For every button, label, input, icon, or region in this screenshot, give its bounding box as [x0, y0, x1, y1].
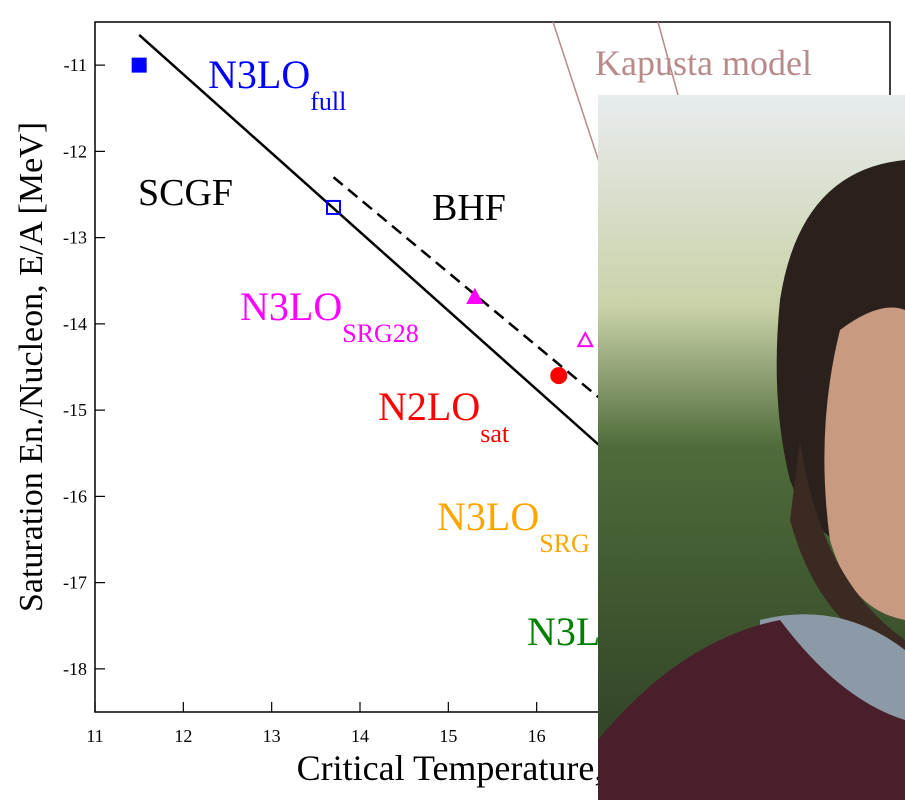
annotation: BHF: [432, 187, 506, 229]
annotation: N3LOSRG28: [240, 284, 419, 348]
x-tick-label: 16: [528, 726, 546, 746]
point: [576, 331, 594, 348]
annotation: N3LOfull: [208, 52, 346, 116]
y-axis-label: Saturation En./Nucleon, E/A [MeV]: [13, 122, 50, 612]
x-tick-label: 15: [439, 726, 457, 746]
photo-beard: [790, 440, 905, 660]
fit-line: [332, 176, 600, 399]
x-tick-label: 11: [86, 726, 103, 746]
y-tick-label: -15: [63, 400, 87, 420]
annotation: N3L: [527, 609, 600, 654]
kapusta-line: [657, 21, 679, 96]
y-tick-label: -18: [63, 659, 87, 679]
photo-sweater: [598, 620, 905, 800]
annotation-text: N3LO: [240, 284, 342, 329]
point: [466, 287, 484, 304]
point: [131, 57, 147, 73]
annotation: SCGF: [138, 172, 233, 214]
annotation: N3LOSRG: [437, 494, 590, 558]
annotation-text: SCGF: [138, 172, 233, 214]
y-tick-label: -13: [63, 228, 87, 248]
annotation-subscript: SRG: [539, 529, 590, 558]
annotation-subscript: full: [310, 87, 346, 116]
point: [326, 199, 341, 215]
y-tick-label: -14: [63, 314, 87, 334]
x-axis-label: Critical Temperature,: [297, 748, 604, 788]
y-tick-label: -11: [64, 55, 87, 75]
annotation: N2LOsat: [378, 384, 510, 448]
x-tick-label: 13: [263, 726, 281, 746]
annotation-text: Kapusta model: [595, 43, 812, 83]
annotation-subscript: SRG28: [342, 319, 419, 348]
annotation-text: N3LO: [437, 494, 539, 539]
fit-line: [138, 34, 600, 446]
y-tick-label: -16: [63, 486, 87, 506]
annotation-text: N2LO: [378, 384, 480, 429]
plot-layer: 11 12 13 14 15 16 -11 -12 -13 -14 -15 -16 -17 -18 N3LO…: [63, 34, 812, 746]
photo-face: [824, 307, 905, 620]
annotation-text: N3LO: [208, 52, 310, 97]
point: [550, 367, 568, 385]
y-tick-label: -12: [63, 141, 87, 161]
annotation-text: N3L: [527, 609, 600, 654]
x-tick-label: 12: [174, 726, 192, 746]
photo: [598, 95, 905, 800]
annotation-subscript: sat: [480, 419, 510, 448]
annotation-text: BHF: [432, 187, 506, 229]
y-tick-label: -17: [63, 573, 87, 593]
annotation: Kapusta model: [595, 43, 812, 83]
kapusta-line: [552, 21, 601, 166]
x-tick-label: 14: [351, 726, 369, 746]
